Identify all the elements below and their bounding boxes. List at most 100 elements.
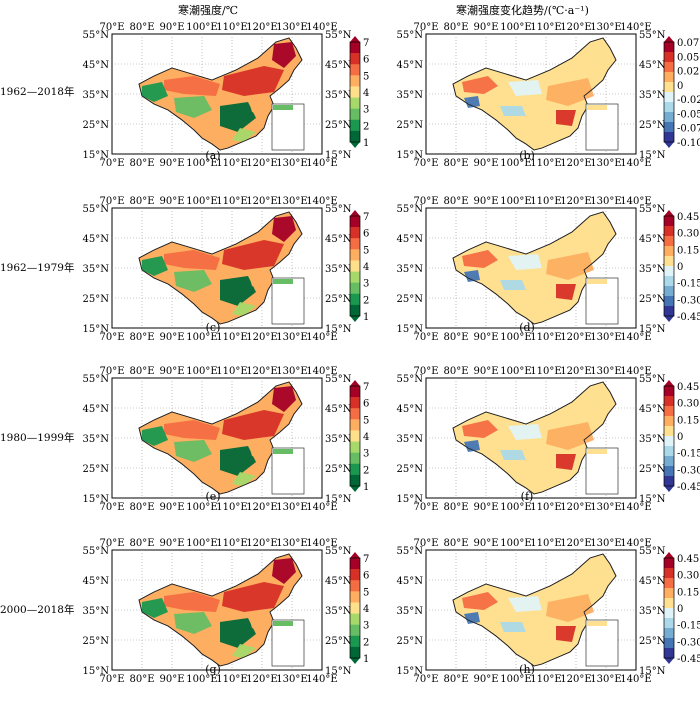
colorbar-segment [350,408,360,420]
data-field-patch [142,426,168,446]
china-border [452,211,617,325]
colorbar-segment [664,92,674,103]
map-panel-g: 70°E 70°E 80°E 80°E 90°E 90°E 100°E 100°E 110°E 1… [70,530,400,702]
colorbar-label: 4 [363,432,369,443]
lat-tick-right: 25°N [639,464,666,475]
lon-tick-bottom: 100°E [500,158,531,169]
lon-tick-top: 90°E [473,196,498,207]
lon-tick-bottom: 70°E [99,502,124,513]
lon-tick-bottom: 90°E [159,502,184,513]
lon-tick-bottom: 100°E [186,502,217,513]
lon-tick-top: 110°E [216,22,247,33]
lon-tick-top: 80°E [129,196,154,207]
left-column-title: 寒潮强度/℃ [178,4,239,17]
colorbar-top-arrow [350,380,360,386]
china-region [138,37,303,151]
lon-tick-bottom: 110°E [216,158,247,169]
inset-fill [587,621,607,626]
colorbar-segment [664,216,674,227]
panel-caption: (d) [519,321,535,334]
lat-tick-left: 25°N [83,120,110,131]
data-field-patch [546,594,594,622]
data-field-patch [508,80,542,96]
colorbar-label: 2 [363,637,369,648]
data-field-patch [174,270,212,292]
lat-tick-right: 25°N [639,120,666,131]
colorbar-label: -0.30 [677,295,700,306]
colorbar-label: 1 [363,482,369,493]
colorbar-label: 6 [363,399,369,410]
data-field-patch [222,582,284,612]
lon-tick-bottom: 110°E [216,332,247,343]
colorbar-frame [349,215,361,317]
colorbar-label: 0.30 [677,229,699,240]
data-field-patch [174,96,212,118]
china-border [452,553,617,667]
lon-tick-top: 120°E [560,366,591,377]
colorbar-segment [350,249,360,261]
lon-tick-top: 110°E [530,366,561,377]
colorbar-segment [664,608,674,619]
china-region [138,553,303,667]
colorbar-label: 7 [363,382,369,393]
lon-tick-top: 140°E [620,538,651,549]
lat-tick-right: 55°N [325,30,352,41]
colorbar-label: -0.45 [677,312,700,323]
panel-caption: (h) [519,663,535,676]
lon-tick-bottom: 120°E [246,502,277,513]
lon-tick-top: 70°E [413,366,438,377]
lon-tick-top: 90°E [159,196,184,207]
colorbar-segment [664,276,674,287]
lat-tick-right: 35°N [639,606,666,617]
data-field-patch [232,644,256,658]
colorbar-label: 6 [363,55,369,66]
south-china-sea-inset [271,103,305,151]
lon-tick-bottom: 80°E [129,502,154,513]
colorbar-segment [664,296,674,307]
lat-tick-left: 25°N [397,294,424,305]
map-svg: 70°E70°E80°E80°E90°E90°E100°E100°E110°E1… [83,538,370,685]
data-field-patch [232,128,256,142]
south-china-sea-inset [271,447,305,495]
lat-tick-right: 55°N [639,374,666,385]
lon-tick-top: 90°E [473,538,498,549]
colorbar-segment [350,271,360,283]
map-svg: 70°E70°E80°E80°E90°E90°E100°E100°E110°E1… [83,196,370,343]
lon-tick-top: 70°E [413,22,438,33]
china-border [138,553,303,667]
colorbar-segment [664,568,674,579]
lon-tick-bottom: 90°E [159,158,184,169]
colorbar-label: 0.15 [677,587,699,598]
china-border [452,381,617,495]
colorbar-label: 0.45 [677,212,699,223]
south-china-sea-inset [585,103,619,151]
china-region [452,211,617,325]
lon-tick-bottom: 130°E [590,502,621,513]
lon-tick-bottom: 140°E [306,502,337,513]
colorbar-segment [664,578,674,589]
colorbar-segment [350,304,360,317]
colorbar-label: -0.15 [677,621,700,632]
data-field-patch [584,562,606,582]
lon-tick-top: 80°E [443,196,468,207]
data-field-patch [174,612,212,634]
lat-tick-right: 45°N [639,576,666,587]
data-field-patch [220,618,256,648]
colorbar-bottom-arrow [664,658,674,664]
colorbar-segment [350,238,360,250]
lat-tick-left: 25°N [397,120,424,131]
lat-tick-left: 15°N [83,666,110,677]
lon-tick-top: 100°E [186,196,217,207]
data-field-patch [248,614,272,632]
lon-tick-top: 120°E [560,22,591,33]
lon-tick-top: 140°E [306,366,337,377]
colorbar-segment [664,598,674,609]
data-field-patch [142,598,168,618]
lon-tick-bottom: 100°E [500,674,531,685]
lon-tick-top: 140°E [306,22,337,33]
colorbar-segment [350,558,360,570]
colorbar-label: 4 [363,262,369,273]
colorbar-frame [349,557,361,659]
data-field-patch [222,66,284,96]
data-field-patch [232,472,256,486]
